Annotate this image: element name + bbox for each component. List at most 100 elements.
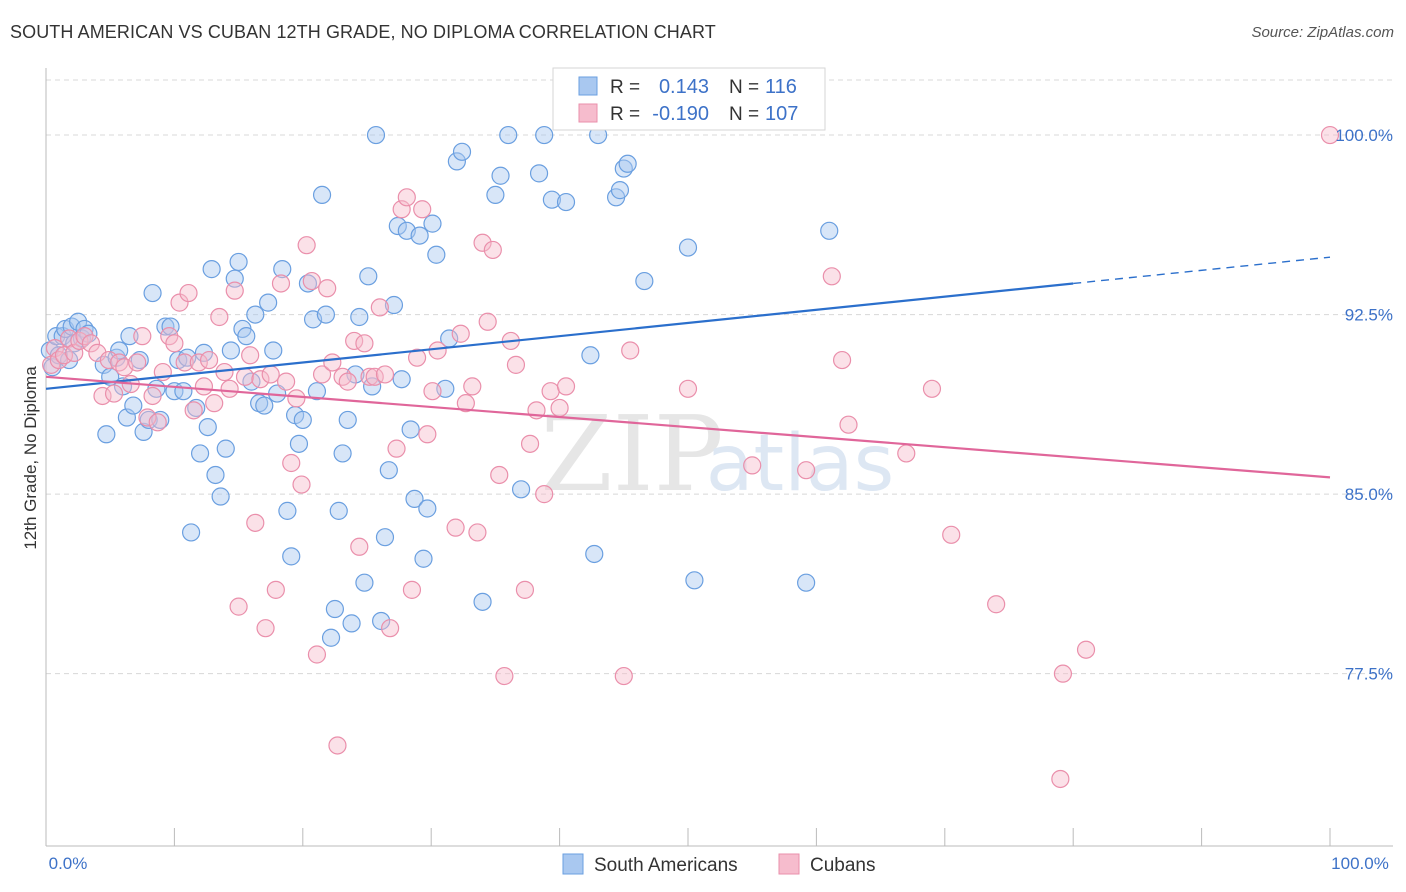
south-american-point xyxy=(134,422,153,441)
cuban-point xyxy=(832,350,852,370)
south-american-point xyxy=(333,444,352,463)
cuban-point xyxy=(175,353,194,372)
cuban-point xyxy=(229,597,248,616)
south-american-point xyxy=(161,317,180,336)
cuban-point xyxy=(225,281,244,300)
source-label: Source: ZipAtlas.com xyxy=(1251,24,1394,41)
south-american-point xyxy=(289,434,309,453)
south-american-point xyxy=(156,317,175,336)
cuban-point xyxy=(266,580,285,599)
cuban-point xyxy=(495,666,514,686)
south-american-point xyxy=(379,461,398,480)
south-american-point xyxy=(329,501,348,520)
cuban-point xyxy=(261,365,280,384)
watermark: ZIP atlas xyxy=(540,393,894,515)
south-american-point xyxy=(678,238,698,257)
south-american-point xyxy=(178,348,197,367)
south-american-point xyxy=(350,307,369,327)
south-american-point xyxy=(405,489,424,509)
south-american-point xyxy=(418,499,437,518)
cuban-point xyxy=(282,453,301,473)
cuban-swatch xyxy=(578,103,598,123)
cuban-point xyxy=(287,389,306,408)
cuban-point xyxy=(184,401,203,420)
cuban-point xyxy=(942,525,961,544)
cuban-point xyxy=(104,384,124,403)
south-american-point xyxy=(410,226,429,245)
south-american-point xyxy=(529,164,549,183)
south-american-point xyxy=(423,214,442,233)
cuban-point xyxy=(256,619,275,638)
tick-labels: 77.5% 85.0% 92.5% 100.0% 0.0% 100.0% xyxy=(49,126,1393,873)
cuban-point xyxy=(381,619,400,638)
south-american-point xyxy=(307,382,327,401)
cuban-point xyxy=(312,365,332,384)
cuban-point xyxy=(148,413,167,432)
south-american-trend-extension xyxy=(1073,256,1331,285)
axes xyxy=(45,68,1393,847)
south-american-point xyxy=(355,573,374,592)
south-american-point xyxy=(685,571,704,590)
south-american-point xyxy=(221,341,240,360)
cuban-point xyxy=(614,666,633,686)
cuban-point xyxy=(402,580,422,599)
south-american-point xyxy=(259,293,278,312)
cuban-point xyxy=(205,394,224,413)
cuban-point xyxy=(797,461,816,480)
n-label: N = xyxy=(729,104,759,125)
cuban-point xyxy=(210,307,229,327)
cuban-point xyxy=(743,456,762,475)
cuban-point xyxy=(65,343,84,362)
south-american-point xyxy=(216,439,235,458)
cuban-point xyxy=(506,355,526,374)
south-american-point xyxy=(452,142,472,161)
south-american-point xyxy=(143,283,162,303)
south-american-point xyxy=(293,410,312,430)
south-american-point xyxy=(282,547,301,566)
trend-lines xyxy=(45,256,1331,479)
south-american-point xyxy=(542,190,561,209)
south-american-point xyxy=(447,152,466,171)
stats-legend-box xyxy=(552,67,826,131)
cuban-point xyxy=(897,444,916,463)
chart-title: SOUTH AMERICAN VS CUBAN 12TH GRADE, NO D… xyxy=(10,22,716,42)
legend-swatch-cubans xyxy=(778,853,800,875)
south-american-point xyxy=(174,382,193,401)
south-american-swatch xyxy=(578,76,598,96)
cuban-point xyxy=(621,341,640,360)
cuban-point xyxy=(277,372,296,391)
legend-swatch-south-americans xyxy=(562,853,584,875)
cuban-point xyxy=(446,518,465,537)
south-american-point xyxy=(486,185,505,204)
south-american-point xyxy=(342,614,361,633)
cuban-point xyxy=(1051,769,1070,789)
south-american-point xyxy=(359,267,378,286)
cuban-point xyxy=(387,439,406,458)
cuban-point xyxy=(520,434,540,453)
n-value: 107 xyxy=(765,103,798,125)
r-value: 0.143 xyxy=(659,76,709,98)
south-american-point xyxy=(198,417,217,437)
south-american-point xyxy=(585,544,604,564)
cuban-point xyxy=(292,475,311,494)
r-label: R = xyxy=(610,104,640,125)
south-american-point xyxy=(610,181,630,200)
cuban-point xyxy=(194,377,214,396)
south-american-point xyxy=(581,346,600,365)
cuban-point xyxy=(451,324,470,343)
cuban-point xyxy=(75,327,94,346)
cuban-point xyxy=(88,343,107,362)
south-american-point xyxy=(635,271,654,291)
legend-label-south-americans: South Americans xyxy=(594,855,738,876)
south-american-point xyxy=(388,216,407,236)
cuban-point xyxy=(1076,640,1096,659)
south-american-point xyxy=(392,370,411,389)
cuban-point xyxy=(456,394,475,413)
x-tick-label: 100.0% xyxy=(1331,854,1389,873)
cuban-point xyxy=(423,382,442,401)
south-american-point xyxy=(384,295,404,315)
cuban-point xyxy=(128,353,147,372)
south-american-point xyxy=(797,573,816,592)
cuban-point xyxy=(93,386,112,406)
